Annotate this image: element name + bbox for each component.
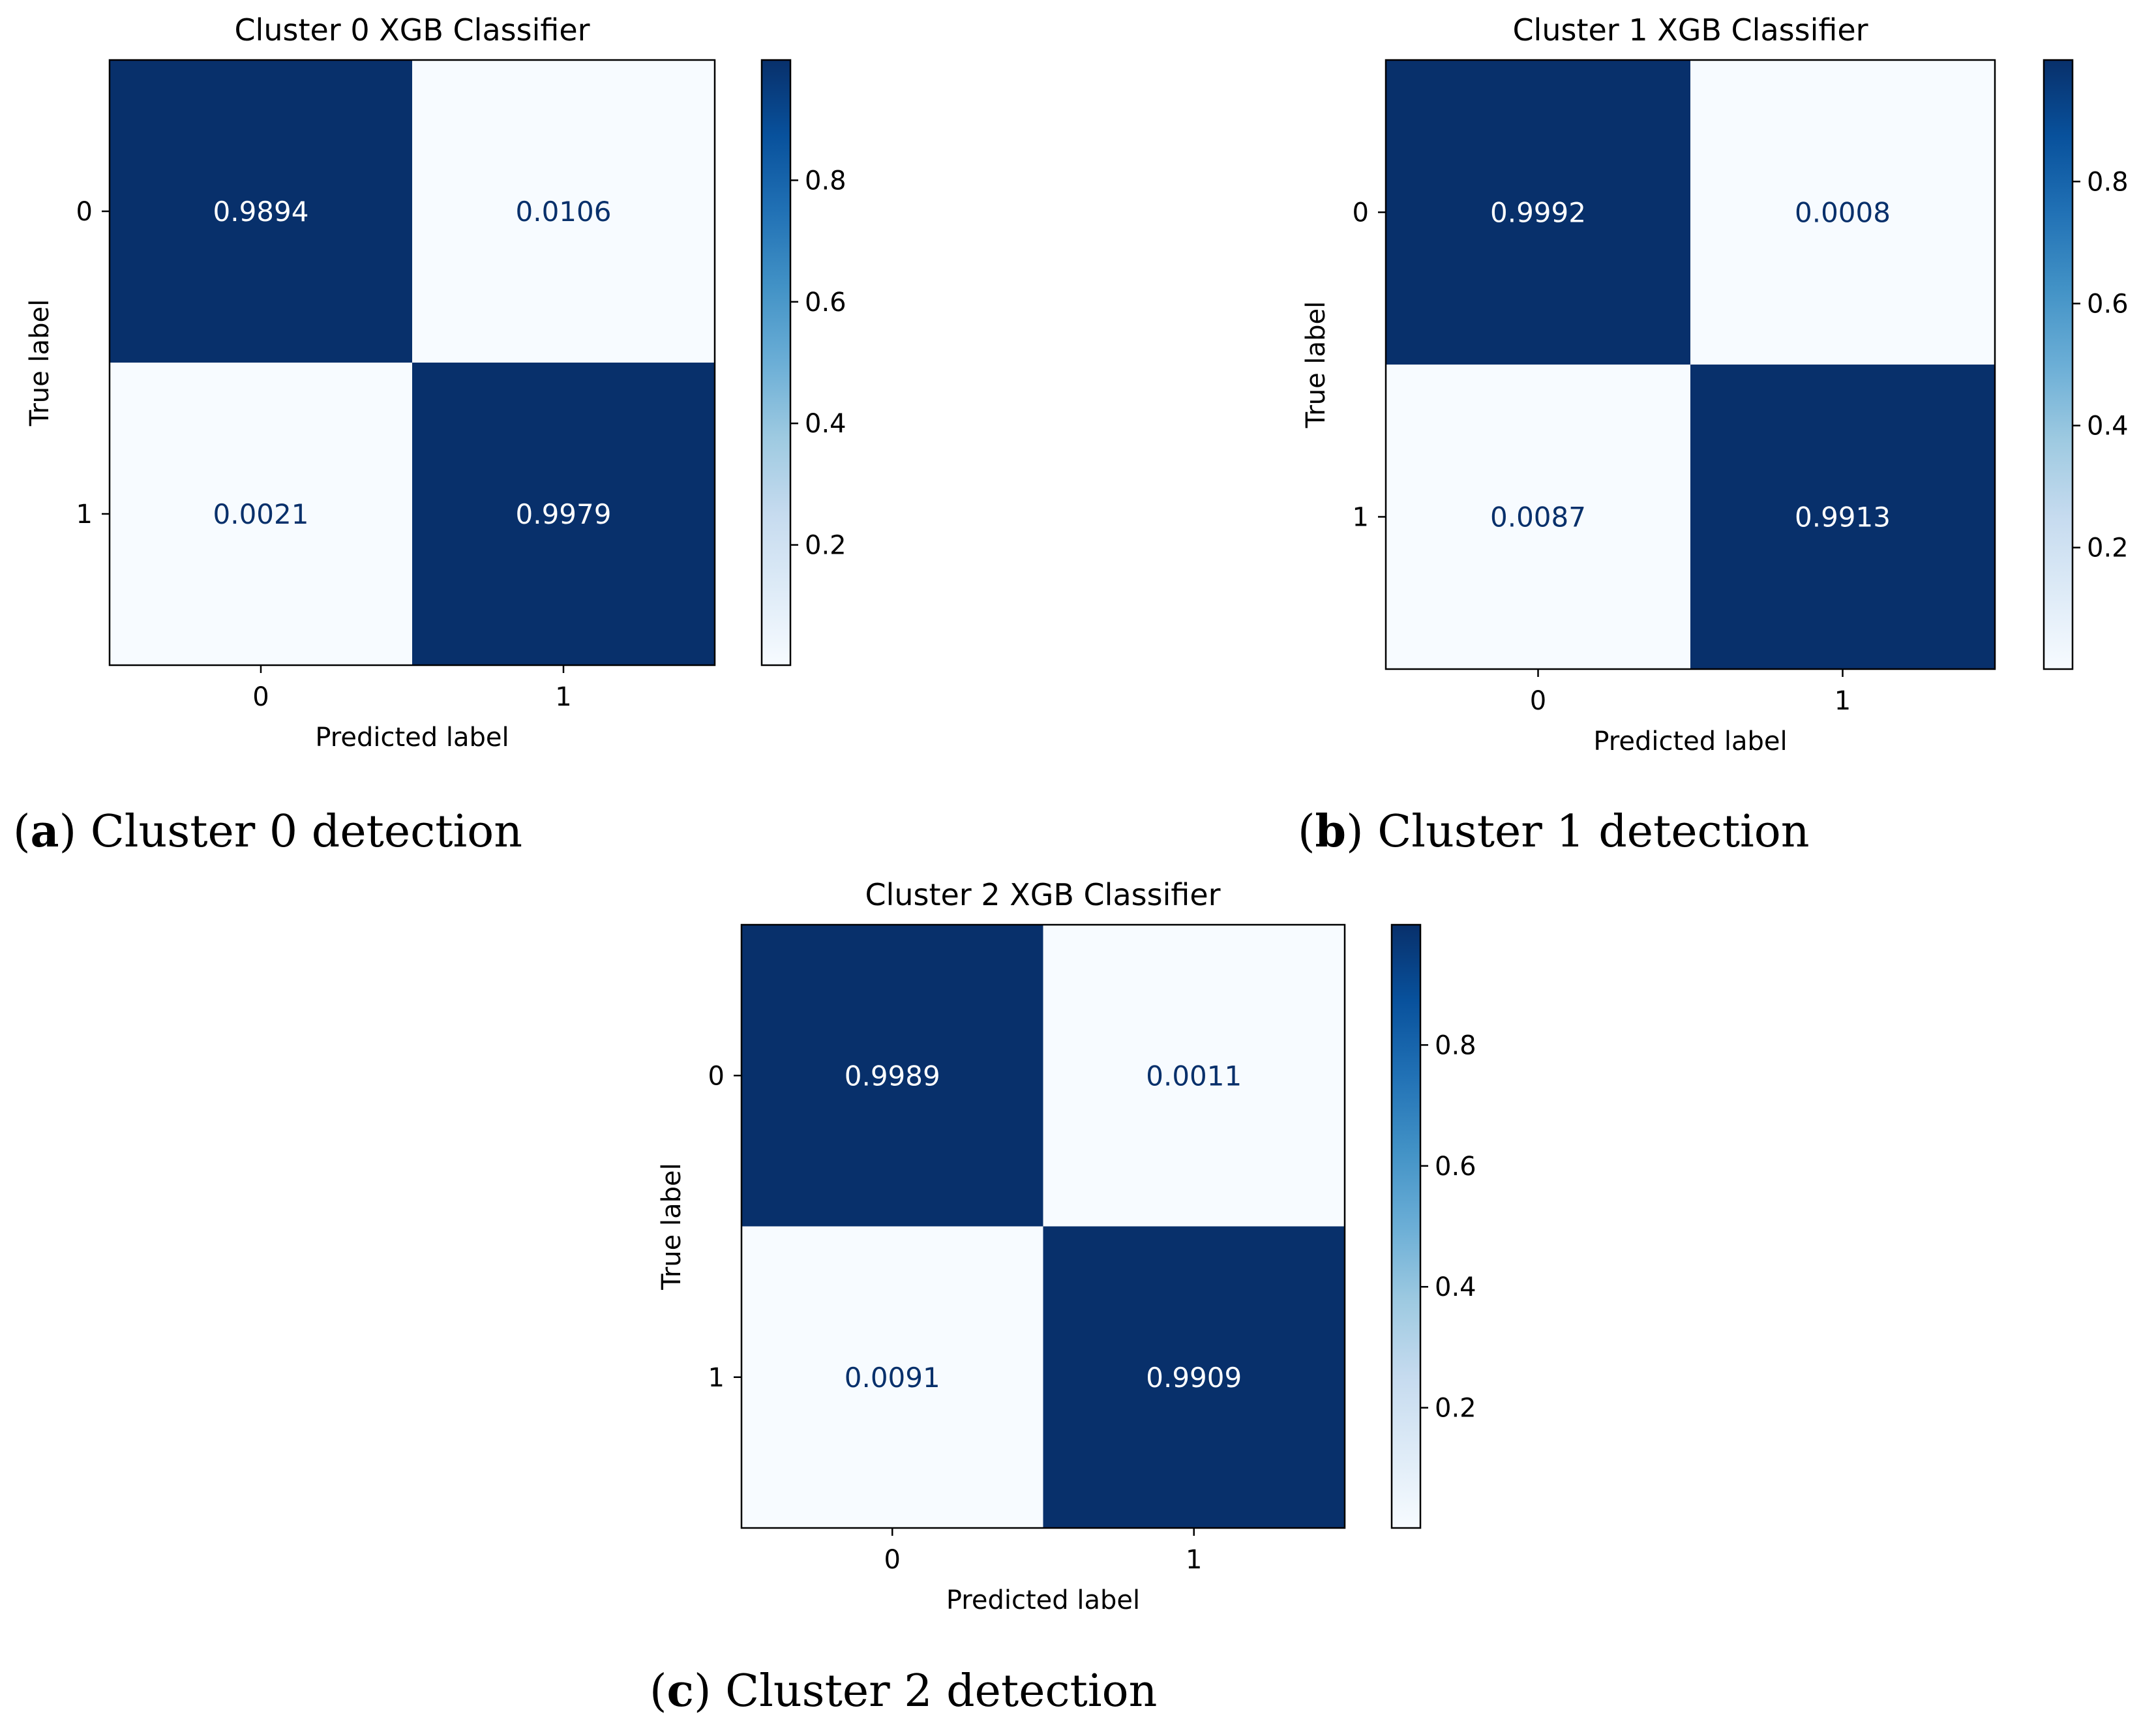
caption-letter: a [31, 805, 59, 858]
y-axis-label: True label [25, 299, 55, 427]
y-tick-label: 0 [708, 1061, 725, 1091]
cell-value-label: 0.9979 [516, 498, 612, 530]
chart-title: Cluster 2 XGB Classifier [865, 877, 1220, 912]
y-axis-label: True label [657, 1163, 687, 1290]
matrix-cell-0-1 [412, 60, 715, 363]
colorbar-tick-label: 0.8 [1435, 1030, 1476, 1060]
colorbar-gradient [760, 59, 792, 666]
caption-text: Cluster 0 detection [91, 806, 522, 858]
cell-value-label: 0.0106 [516, 196, 612, 228]
matrix-cell-1-1 [1043, 1226, 1345, 1528]
colorbar-gradient [1390, 923, 1422, 1529]
matrix-cell-1-0 [741, 1226, 1043, 1528]
matrix-cell-1-1 [1690, 365, 1995, 669]
chart-title: Cluster 1 XGB Classifier [1512, 12, 1868, 48]
y-tick-label: 0 [76, 197, 93, 227]
colorbar: 0.2 0.4 0.6 0.8 [2043, 59, 2129, 670]
cell-value-label: 0.9894 [213, 196, 309, 228]
matrix-cell-0-1 [1690, 60, 1995, 365]
cell-value-label: 0.0011 [1146, 1060, 1242, 1092]
colorbar-tick-label: 0.6 [805, 288, 846, 318]
matrix-cell-0-1 [1043, 925, 1345, 1227]
colorbar-tick-label: 0.4 [805, 409, 846, 439]
axes-frame [740, 923, 1346, 1529]
subfigure-caption: (c) Cluster 2 detection [650, 1665, 1157, 1717]
caption-text: Cluster 2 detection [725, 1666, 1157, 1717]
colorbar-tick-label: 0.2 [1435, 1394, 1476, 1424]
caption-paren: ) [694, 1666, 725, 1717]
colorbar-tick-label: 0.6 [1435, 1152, 1476, 1182]
confusion-matrix-panel-b: Cluster 1 XGB Classifier 0.9992 0.0008 0.00… [1298, 12, 2129, 858]
caption-paren: ) [59, 806, 91, 858]
chart-title: Cluster 0 XGB Classifier [234, 12, 590, 48]
colorbar: 0.2 0.4 0.6 0.8 [1390, 923, 1476, 1529]
colorbar-tick-label: 0.6 [2087, 289, 2129, 319]
caption-text: Cluster 1 detection [1377, 806, 1809, 858]
caption-paren: ( [650, 1666, 667, 1717]
cell-value-label: 0.0091 [845, 1362, 940, 1394]
matrix-cell-1-0 [1386, 365, 1690, 669]
x-axis-label: Predicted label [1593, 726, 1787, 756]
x-tick-label: 0 [252, 682, 269, 712]
cell-value-label: 0.9989 [845, 1060, 940, 1092]
cell-value-label: 0.0021 [213, 498, 309, 530]
axes-frame [1385, 59, 1996, 670]
subfigure-caption: (a) Cluster 0 detection [13, 805, 522, 858]
colorbar-tick-label: 0.8 [805, 166, 846, 196]
matrix-cell-1-0 [110, 363, 412, 665]
y-tick-label: 1 [76, 500, 93, 530]
subfigure-caption: (b) Cluster 1 detection [1298, 805, 1810, 858]
y-axis-label: True label [1301, 301, 1331, 428]
x-tick-label: 1 [1186, 1545, 1202, 1575]
colorbar-tick-label: 0.4 [2087, 412, 2129, 441]
y-tick-label: 1 [708, 1363, 725, 1393]
x-axis-label: Predicted label [946, 1585, 1140, 1615]
cell-value-label: 0.0087 [1490, 501, 1586, 533]
panels-group: Cluster 0 XGB Classifier 0.9894 0.0106 0.00… [13, 12, 2129, 1717]
cell-value-label: 0.9909 [1146, 1362, 1242, 1394]
colorbar: 0.2 0.4 0.6 0.8 [760, 59, 846, 666]
matrix-cell-0-0 [110, 60, 412, 363]
cell-value-label: 0.9992 [1490, 197, 1586, 229]
x-tick-label: 0 [884, 1545, 901, 1575]
axes-frame [108, 59, 716, 666]
colorbar-tick-label: 0.4 [1435, 1272, 1476, 1302]
caption-paren: ) [1346, 806, 1377, 858]
matrix-cell-0-0 [741, 925, 1043, 1227]
cell-value-label: 0.9913 [1795, 501, 1891, 533]
colorbar-gradient [2043, 59, 2074, 670]
caption-paren: ( [13, 806, 31, 858]
matrix-cell-1-1 [412, 363, 715, 665]
colorbar-tick-label: 0.8 [2087, 167, 2129, 197]
caption-letter: c [667, 1665, 694, 1717]
confusion-matrix-panel-c: Cluster 2 XGB Classifier 0.9989 0.0011 0.00… [650, 877, 1476, 1717]
x-tick-label: 0 [1530, 686, 1546, 716]
y-tick-label: 1 [1353, 503, 1369, 533]
confusion-matrix-panel-a: Cluster 0 XGB Classifier 0.9894 0.0106 0.00… [13, 12, 846, 858]
matrix-cell-0-0 [1386, 60, 1690, 365]
x-axis-label: Predicted label [315, 723, 509, 753]
y-tick-label: 0 [1353, 198, 1369, 228]
x-tick-label: 1 [555, 682, 571, 712]
colorbar-tick-label: 0.2 [2087, 533, 2129, 563]
colorbar-tick-label: 0.2 [805, 531, 846, 561]
x-tick-label: 1 [1834, 686, 1851, 716]
cell-value-label: 0.0008 [1795, 197, 1891, 229]
caption-paren: ( [1298, 806, 1315, 858]
caption-letter: b [1315, 805, 1347, 858]
